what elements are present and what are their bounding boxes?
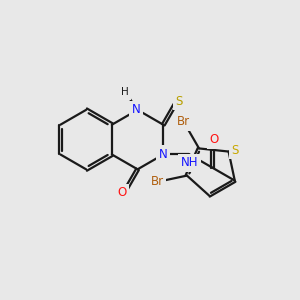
Text: Br: Br: [177, 116, 190, 128]
Text: NH: NH: [181, 156, 198, 169]
Text: S: S: [176, 94, 183, 108]
Text: N: N: [132, 103, 140, 116]
Text: O: O: [209, 134, 218, 146]
Text: N: N: [159, 148, 168, 161]
Text: S: S: [231, 144, 239, 157]
Text: Br: Br: [150, 176, 164, 188]
Text: O: O: [117, 187, 126, 200]
Text: H: H: [121, 87, 128, 97]
